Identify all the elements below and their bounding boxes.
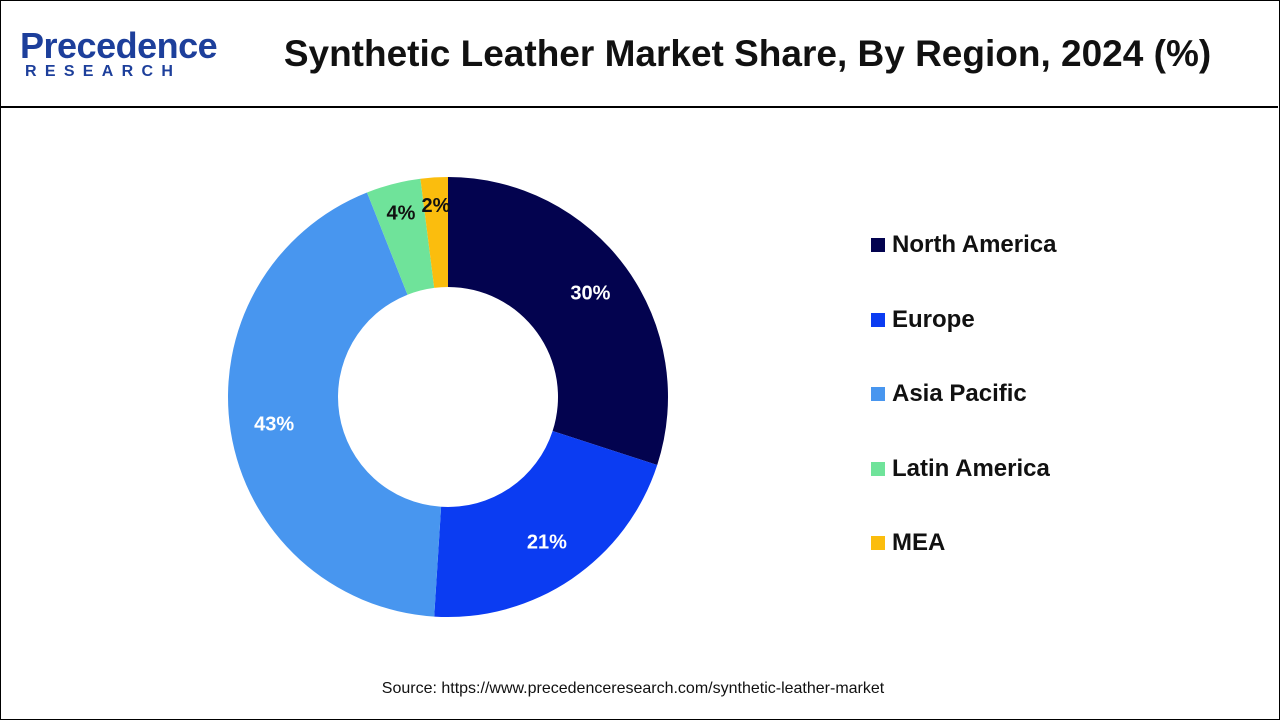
legend-item-europe: Europe xyxy=(871,305,1171,335)
legend-label: Latin America xyxy=(892,454,1050,482)
legend-swatch xyxy=(871,387,885,401)
legend-item-mea: MEA xyxy=(871,528,1171,558)
legend-swatch xyxy=(871,312,885,327)
data-label-europe: 21% xyxy=(527,532,567,554)
legend-label: North America xyxy=(892,231,1057,258)
legend-label: Asia Pacific xyxy=(892,380,1027,407)
slice-north-america xyxy=(448,177,668,465)
source-note: Source: https://www.precedenceresearch.c… xyxy=(381,680,885,697)
legend-label: Europe xyxy=(892,305,975,333)
legend-swatch xyxy=(871,238,885,252)
logo-wordmark: Precedence xyxy=(20,25,218,66)
legend-item-north-america: North America xyxy=(871,230,1171,260)
logo-subtitle: RESEARCH xyxy=(25,63,182,80)
legend-swatch xyxy=(871,461,885,476)
slice-europe xyxy=(434,430,658,617)
data-label-asia-pacific: 43% xyxy=(254,414,294,436)
data-label-latin-america: 4% xyxy=(386,203,415,225)
legend-item-asia-pacific: Asia Pacific xyxy=(871,379,1171,409)
legend-item-latin-america: Latin America xyxy=(871,454,1171,484)
slice-mea xyxy=(420,177,448,288)
data-label-north-america: 30% xyxy=(570,283,610,305)
chart-title: Synthetic Leather Market Share, By Regio… xyxy=(283,33,1212,74)
legend-label: MEA xyxy=(892,529,946,556)
data-label-mea: 2% xyxy=(422,195,451,217)
legend-swatch xyxy=(871,536,885,550)
header: Precedence RESEARCH Synthetic Leather Ma… xyxy=(0,0,1278,108)
slice-latin-america xyxy=(367,178,435,295)
precedence-research-logo: Precedence RESEARCH xyxy=(20,26,220,82)
slice-asia-pacific xyxy=(228,192,442,617)
